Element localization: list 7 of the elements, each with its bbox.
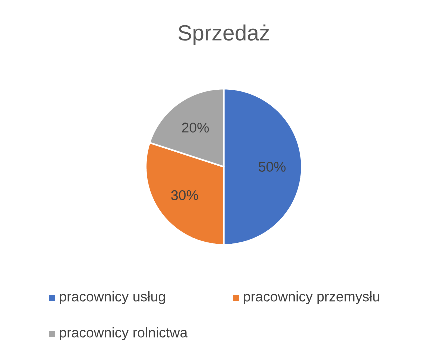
legend-label: pracownicy rolnictwa: [60, 327, 188, 340]
legend-label: pracownicy przemysłu: [244, 291, 380, 304]
data-label: 50%: [258, 162, 286, 172]
chart-title: Sprzedaż: [178, 24, 270, 46]
data-label: 20%: [182, 122, 210, 133]
legend-label: pracownicy usług: [60, 291, 166, 304]
data-label: 30%: [171, 190, 198, 200]
